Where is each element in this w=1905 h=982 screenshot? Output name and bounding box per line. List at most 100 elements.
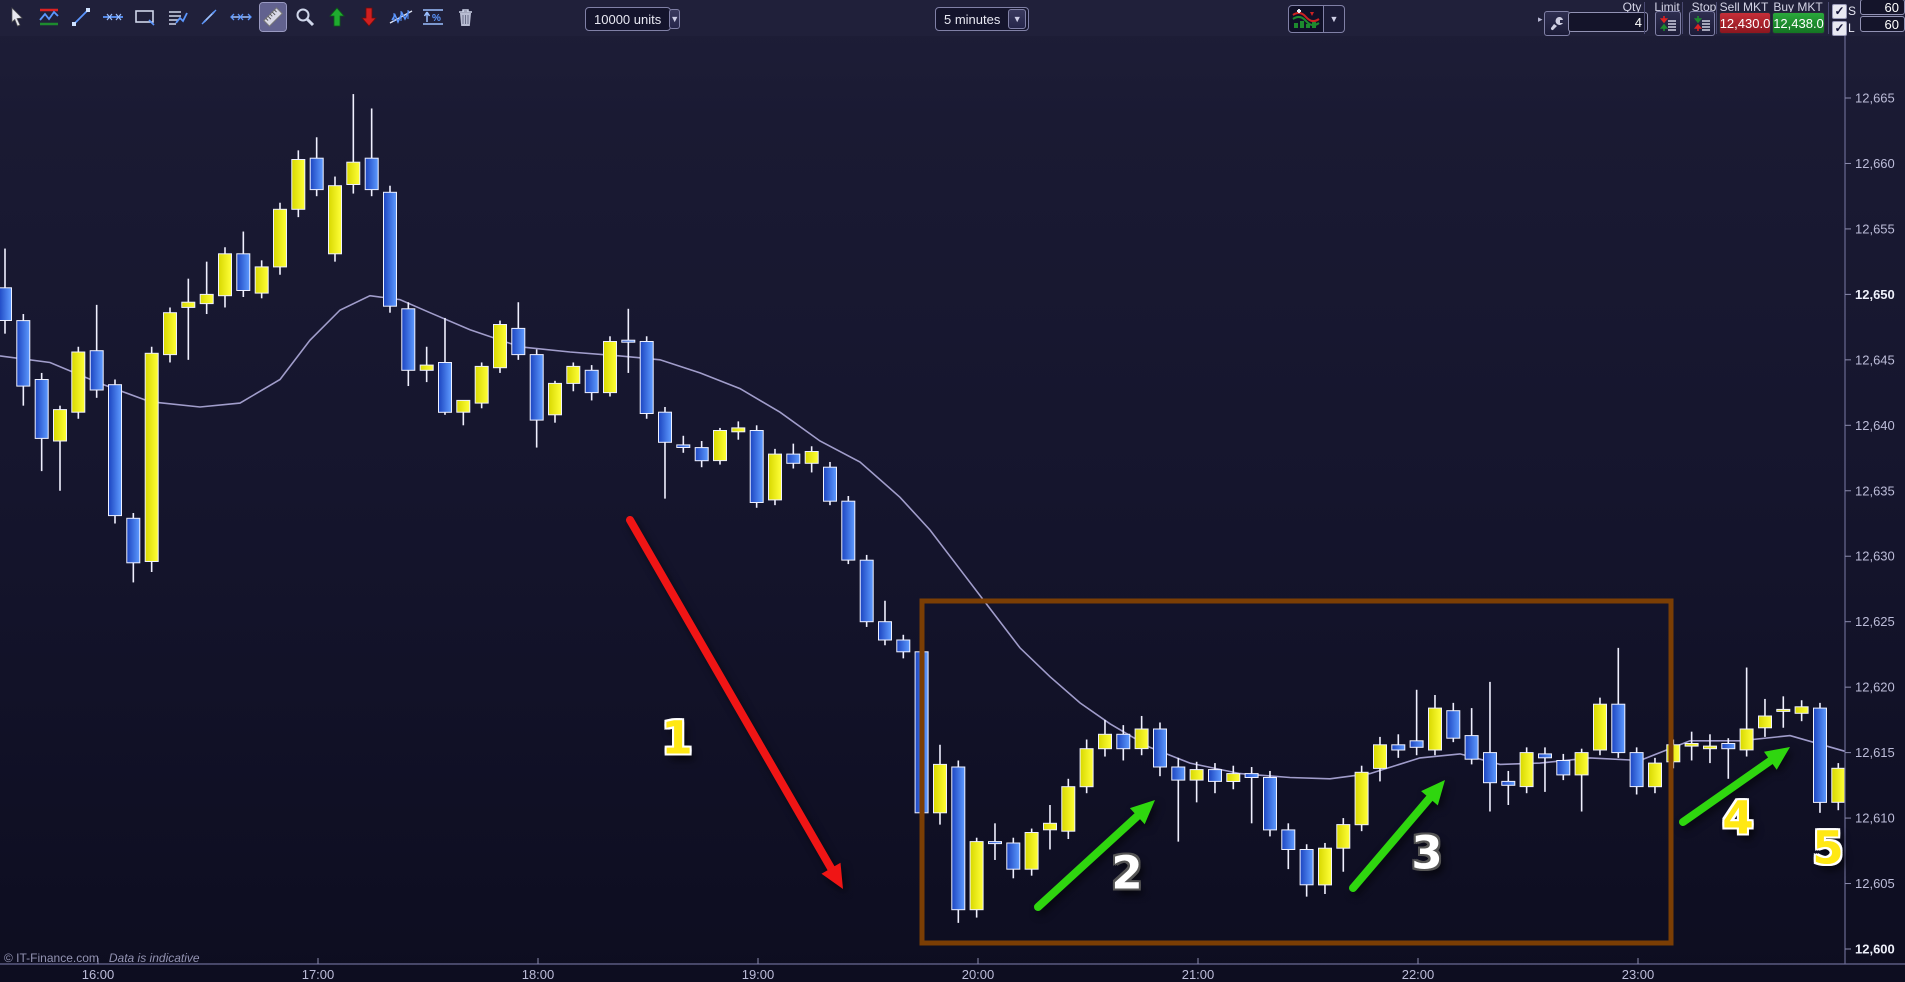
- bull-candle[interactable]: [1061, 786, 1076, 832]
- bull-candle[interactable]: [71, 351, 86, 413]
- bull-candle[interactable]: [1024, 832, 1039, 870]
- bull-arrow-head[interactable]: [1764, 747, 1790, 770]
- bear-candle[interactable]: [438, 362, 452, 413]
- bear-candle[interactable]: [1208, 769, 1222, 782]
- chevron-down-icon[interactable]: ▼: [1324, 5, 1345, 33]
- bear-candle[interactable]: [1721, 743, 1736, 750]
- bear-candle[interactable]: [1391, 744, 1406, 751]
- chart-style-icon[interactable]: [1288, 5, 1324, 33]
- bear-candle[interactable]: [658, 411, 672, 443]
- bear-candle[interactable]: [383, 191, 397, 307]
- bear-candle[interactable]: [1556, 760, 1571, 776]
- chevron-down-icon[interactable]: ▼: [1008, 9, 1026, 29]
- horizontal-line-tool-icon[interactable]: [100, 3, 126, 31]
- bull-candle[interactable]: [1831, 767, 1846, 803]
- order-settings-button[interactable]: [1544, 11, 1570, 36]
- bull-candle[interactable]: [144, 352, 159, 562]
- trendline-tool-icon[interactable]: [68, 3, 94, 31]
- bear-candle[interactable]: [951, 766, 966, 911]
- quantity-selector[interactable]: 10000 units ▼: [585, 7, 681, 31]
- bear-candle[interactable]: [34, 379, 49, 439]
- qty-input[interactable]: 4: [1568, 12, 1648, 32]
- bull-candle[interactable]: [603, 341, 617, 394]
- annotation-number-2[interactable]: 2: [1111, 846, 1143, 900]
- rectangle-tool-tool-icon[interactable]: [132, 3, 158, 31]
- bear-candle[interactable]: [1446, 710, 1461, 739]
- bull-candle[interactable]: [933, 763, 947, 814]
- bear-arrow-head[interactable]: [821, 862, 844, 889]
- bull-candle[interactable]: [969, 841, 984, 911]
- annotation-number-4[interactable]: 4: [1722, 791, 1754, 845]
- bull-candle[interactable]: [1226, 773, 1241, 782]
- bull-candle[interactable]: [1794, 706, 1809, 714]
- bull-candle[interactable]: [1648, 762, 1662, 788]
- stop-order-button[interactable]: [1689, 11, 1715, 36]
- chevron-down-icon[interactable]: ▼: [669, 9, 681, 29]
- bull-candle[interactable]: [1098, 733, 1112, 750]
- bear-candle[interactable]: [841, 500, 856, 561]
- bear-candle[interactable]: [108, 384, 122, 517]
- bull-arrow-head[interactable]: [1421, 780, 1445, 806]
- bull-candle[interactable]: [713, 430, 727, 462]
- bear-candle[interactable]: [511, 327, 526, 356]
- text-annotation-tool-icon[interactable]: [164, 3, 190, 31]
- bull-arrow-shaft[interactable]: [1034, 809, 1145, 911]
- stop-loss-checkbox[interactable]: ✓: [1832, 4, 1847, 19]
- bull-candle[interactable]: [1758, 715, 1772, 729]
- stop-loss-input[interactable]: 60: [1860, 0, 1905, 15]
- bear-candle[interactable]: [1501, 780, 1516, 786]
- bear-candle[interactable]: [1244, 773, 1259, 778]
- bull-candle[interactable]: [768, 453, 782, 501]
- bull-candle[interactable]: [1519, 752, 1534, 788]
- bull-candle[interactable]: [731, 427, 746, 433]
- bull-candle[interactable]: [1593, 703, 1607, 751]
- bear-candle[interactable]: [694, 447, 709, 462]
- bull-candle[interactable]: [1318, 847, 1332, 886]
- annotation-number-5[interactable]: 5: [1812, 821, 1844, 875]
- bull-candle[interactable]: [254, 266, 269, 294]
- percent-measure-tool-icon[interactable]: %: [420, 3, 446, 31]
- bear-candle[interactable]: [89, 350, 104, 391]
- select-cursor-tool-icon[interactable]: [4, 3, 30, 31]
- bear-candle[interactable]: [1281, 829, 1296, 851]
- bull-candle[interactable]: [1134, 728, 1149, 750]
- bear-candle[interactable]: [749, 430, 764, 503]
- bear-candle[interactable]: [16, 320, 31, 387]
- bear-candle[interactable]: [621, 339, 636, 343]
- bear-candle[interactable]: [401, 308, 416, 371]
- regression-channel-tool-icon[interactable]: [388, 3, 414, 31]
- bull-arrow-shaft[interactable]: [1679, 754, 1778, 826]
- bear-candle[interactable]: [584, 369, 599, 394]
- bull-candle[interactable]: [548, 382, 562, 416]
- bear-candle[interactable]: [639, 341, 654, 414]
- bear-candle[interactable]: [1409, 740, 1424, 748]
- bear-candle[interactable]: [1171, 766, 1186, 781]
- indicator-zigzag-tool-icon[interactable]: [36, 3, 62, 31]
- bull-candle[interactable]: [1739, 728, 1754, 751]
- bear-candle[interactable]: [126, 517, 141, 564]
- limit-order-button[interactable]: [1655, 11, 1681, 36]
- bear-candle[interactable]: [859, 559, 874, 623]
- arrow-up-marker-tool-icon[interactable]: [324, 3, 350, 31]
- ruler-tool-icon[interactable]: [259, 2, 287, 32]
- bull-candle[interactable]: [1776, 708, 1791, 712]
- bear-candle[interactable]: [823, 466, 837, 502]
- bear-candle[interactable]: [1116, 733, 1131, 750]
- sell-market-button[interactable]: 12,430.0: [1719, 12, 1771, 34]
- annotation-number-1[interactable]: 1: [661, 711, 693, 765]
- bull-candle[interactable]: [1354, 771, 1369, 826]
- segment-tool-icon[interactable]: [196, 3, 222, 31]
- bull-candle[interactable]: [493, 324, 507, 369]
- bull-candle[interactable]: [291, 159, 306, 210]
- bear-candle[interactable]: [236, 253, 251, 292]
- timeframe-selector[interactable]: 5 minutes ▼: [935, 7, 1029, 31]
- consolidation-highlight-box[interactable]: [919, 598, 1674, 946]
- bull-candle[interactable]: [328, 185, 342, 255]
- bear-candle[interactable]: [1153, 728, 1167, 768]
- collapse-panel-icon[interactable]: ▸: [1538, 14, 1543, 24]
- bull-candle[interactable]: [53, 409, 67, 442]
- bull-candle[interactable]: [1703, 745, 1717, 750]
- bear-candle[interactable]: [676, 444, 691, 448]
- bear-candle[interactable]: [1629, 752, 1644, 788]
